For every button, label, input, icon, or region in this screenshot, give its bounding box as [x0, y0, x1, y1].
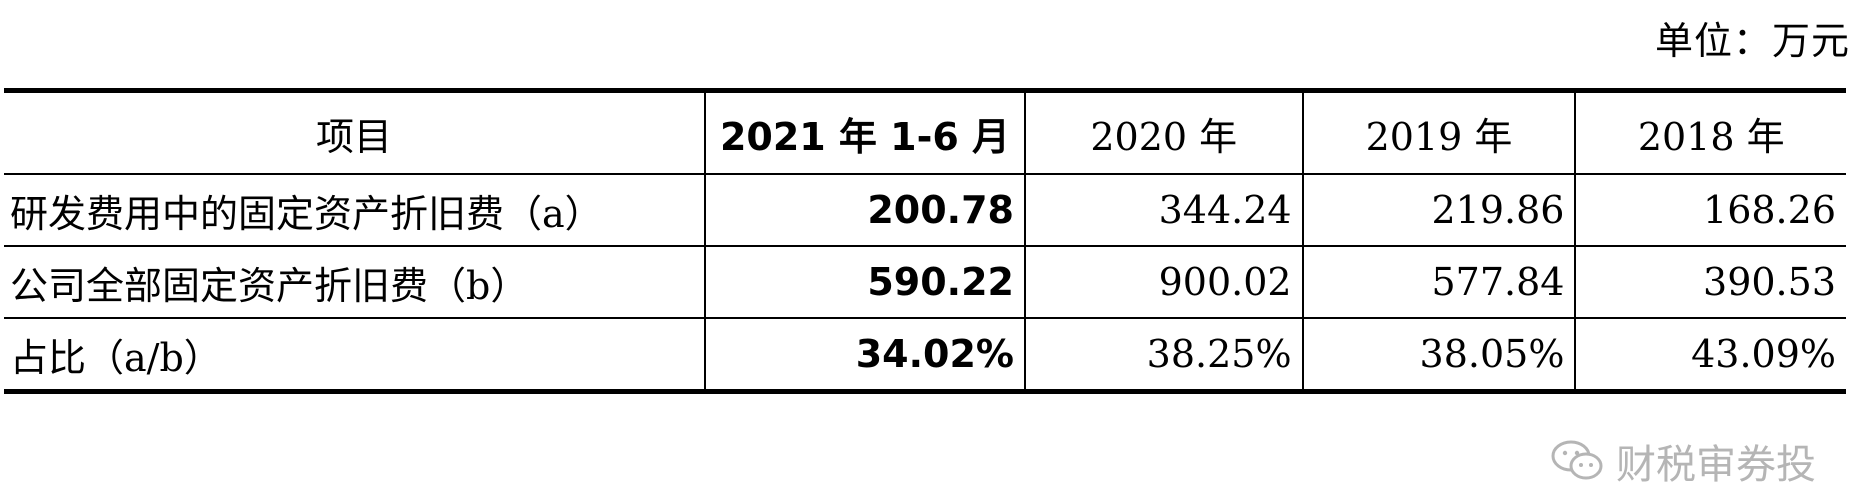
watermark: 财税审券投 [1550, 432, 1816, 490]
cell-value: 34.02% [704, 318, 1025, 393]
cell-value: 390.53 [1574, 246, 1846, 319]
table-row: 占比（a/b） 34.02% 38.25% 38.05% 43.09% [4, 318, 1846, 393]
row-label: 占比（a/b） [4, 318, 706, 393]
watermark-text: 财税审券投 [1616, 442, 1816, 488]
cell-value: 38.25% [1023, 318, 1303, 393]
header-2021h1: 2021 年 1-6 月 [704, 90, 1025, 175]
header-item: 项目 [4, 90, 706, 175]
cell-value: 200.78 [704, 174, 1025, 247]
cell-value: 168.26 [1574, 174, 1846, 247]
header-2019: 2019 年 [1301, 90, 1576, 175]
cell-value: 577.84 [1301, 246, 1576, 319]
table-row: 公司全部固定资产折旧费（b） 590.22 900.02 577.84 390.… [4, 246, 1846, 319]
cell-value: 900.02 [1023, 246, 1303, 319]
cell-value: 590.22 [704, 246, 1025, 319]
unit-note: 单位：万元 [1654, 19, 1850, 63]
table-row: 研发费用中的固定资产折旧费（a） 200.78 344.24 219.86 16… [4, 174, 1846, 247]
header-2020: 2020 年 [1023, 90, 1303, 175]
header-2018: 2018 年 [1574, 90, 1846, 175]
header-row: 项目 2021 年 1-6 月 2020 年 2019 年 2018 年 [4, 90, 1846, 175]
depreciation-table: 项目 2021 年 1-6 月 2020 年 2019 年 2018 年 研发费… [4, 88, 1846, 394]
wechat-icon [1551, 440, 1603, 480]
cell-value: 344.24 [1023, 174, 1303, 247]
row-label: 研发费用中的固定资产折旧费（a） [4, 174, 706, 247]
cell-value: 38.05% [1301, 318, 1576, 393]
row-label: 公司全部固定资产折旧费（b） [4, 246, 706, 319]
cell-value: 43.09% [1574, 318, 1846, 393]
cell-value: 219.86 [1301, 174, 1576, 247]
